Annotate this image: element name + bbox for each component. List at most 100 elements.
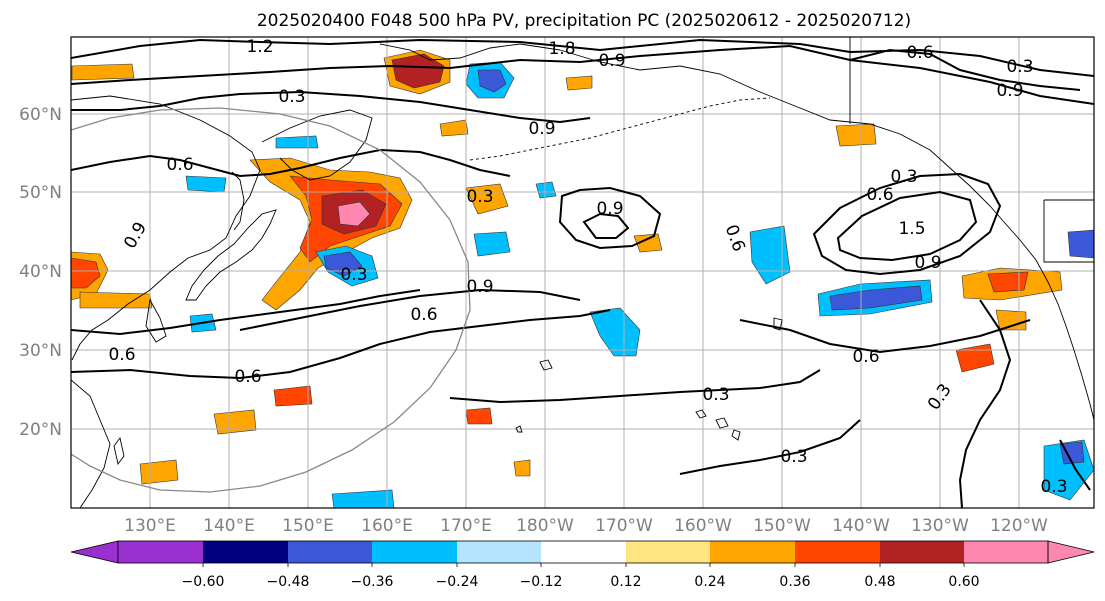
pv-contour-0-6-west	[71, 148, 511, 178]
contour-label: 0.6	[166, 155, 193, 175]
lon-label: 160°E	[361, 516, 413, 536]
pv-contour-0-9-ne	[849, 48, 1081, 91]
colorbar-right-extension	[1047, 540, 1095, 564]
map-panel: 1.2 0.3 0.6 0.9 1.8 0.9 0.9 0.6 0.3 0.9 …	[70, 36, 1095, 509]
positive-anomaly-small-6-core	[987, 271, 1029, 293]
positive-anomaly-small-5	[835, 123, 877, 147]
colorbar-tick-label: −0.36	[351, 574, 394, 590]
contour-label: 0.6	[852, 347, 879, 367]
lon-label: 130°E	[124, 516, 176, 536]
lat-label: 30°N	[19, 341, 62, 361]
lat-label: 40°N	[19, 262, 62, 282]
lon-label: 170°W	[595, 516, 653, 536]
colorbar-segment	[288, 541, 372, 563]
figure-title: 2025020400 F048 500 hPa PV, precipitatio…	[257, 11, 911, 31]
contour-label: 0.9	[528, 119, 555, 139]
longitude-labels: 130°E 140°E 150°E 160°E 170°E 180°W 170°…	[124, 516, 1048, 536]
lon-label: 160°W	[674, 516, 732, 536]
positive-anomaly-nw-corner	[71, 63, 135, 81]
positive-anomaly-small-9	[213, 409, 257, 435]
latitude-labels: 20°N 30°N 40°N 50°N 60°N	[19, 105, 62, 440]
colorbar-segment	[626, 541, 710, 563]
colorbar-tick-marks	[202, 563, 965, 567]
gray-ring	[71, 107, 471, 493]
pv-contour-ne-jet-inner	[836, 190, 978, 262]
pv-contour-0-6-mid	[71, 289, 421, 336]
coastlines	[71, 37, 1094, 508]
negative-anomaly-small-1	[185, 175, 227, 193]
contour-label: 0.6	[906, 43, 933, 63]
pv-contour-east-trough	[958, 299, 1012, 508]
colorbar-segment	[880, 541, 964, 563]
negative-anomaly-small-7	[749, 225, 791, 285]
colorbar-tick-label: −0.12	[520, 574, 563, 590]
pv-contour-0-6-south	[71, 309, 611, 380]
negative-anomaly-ne-pacific-core	[829, 285, 923, 311]
pv-contour-ne-jet-outer	[812, 172, 1002, 276]
colorbar-segment	[457, 541, 541, 563]
negative-anomaly-small-11	[1059, 441, 1085, 465]
pv-contours	[71, 38, 1094, 508]
colorbar: −0.60 −0.48 −0.36 −0.24 −0.12 0.12 0.24 …	[70, 540, 1095, 590]
precipitation-anomaly-fills	[71, 49, 1094, 508]
asia-coast	[71, 95, 261, 361]
lon-label: 120°W	[990, 516, 1048, 536]
positive-anomaly-small-11	[139, 459, 179, 485]
pv-contour-north-2	[71, 44, 1094, 105]
contour-label: 1.5	[898, 219, 925, 239]
contour-label: 0.9	[914, 253, 941, 273]
negative-anomaly-small-9	[331, 489, 395, 508]
positive-anomaly-japan-sea	[79, 291, 153, 309]
taiwan-coast	[113, 436, 125, 466]
lon-label: 140°W	[832, 516, 890, 536]
lat-label: 50°N	[19, 183, 62, 203]
contour-label: 0.3	[1006, 57, 1033, 77]
negative-anomaly-small-6	[589, 307, 641, 357]
negative-anomaly-bering-core	[477, 69, 507, 93]
colorbar-tick-label: −0.48	[267, 574, 310, 590]
positive-anomaly-small-3	[565, 75, 593, 91]
graticule	[71, 37, 1094, 508]
contour-label: 0.3	[278, 87, 305, 107]
pv-contour-0-3-far-east	[1059, 439, 1091, 491]
kamchatka-coast	[261, 109, 373, 181]
colorbar-segment	[710, 541, 795, 563]
alaska-coast	[559, 49, 1005, 223]
pv-contour-north-3	[71, 90, 591, 124]
positive-anomaly-small-10	[273, 385, 313, 407]
contour-label: 0.3	[890, 167, 917, 187]
pv-contour-0-9-loop	[558, 186, 662, 250]
negative-anomaly-small-2	[275, 135, 319, 149]
colorbar-tick-label: 0.60	[948, 574, 979, 590]
colorbar-tick-labels: −0.60 −0.48 −0.36 −0.24 −0.12 0.12 0.24 …	[182, 574, 980, 590]
hawaii-islands	[695, 409, 741, 441]
contour-label: 0.3	[1040, 477, 1067, 497]
contour-label: 1.8	[548, 39, 575, 59]
contour-label: 0.6	[234, 367, 261, 387]
pv-contour-0-9-mid	[239, 288, 581, 331]
colorbar-tick-label: −0.24	[436, 574, 479, 590]
positive-anomaly-peak	[337, 201, 371, 227]
colorbar-tick-label: 0.36	[779, 574, 810, 590]
lon-label: 150°W	[753, 516, 811, 536]
lat-label: 60°N	[19, 105, 62, 125]
pv-contour-0-6-east	[739, 319, 1031, 354]
lon-label: 130°W	[911, 516, 969, 536]
chukotka-coast	[379, 43, 561, 61]
colorbar-segment	[964, 541, 1048, 563]
colorbar-tick-label: −0.60	[182, 574, 225, 590]
positive-anomaly-small-1	[439, 119, 469, 137]
map-frame	[70, 36, 1095, 509]
pv-contour-0-3-south	[449, 369, 821, 404]
north-america-coast	[1003, 221, 1094, 421]
pv-contour-north-1	[71, 38, 1094, 77]
colorbar-frame	[117, 540, 1049, 564]
contour-label: 0.3	[340, 265, 367, 285]
colorbar-tick-label: 0.24	[694, 574, 725, 590]
contour-label: 0.6	[108, 345, 135, 365]
contour-label: 0.3	[780, 447, 807, 467]
contour-label: 1.2	[246, 37, 273, 57]
contour-label: 0.6	[410, 305, 437, 325]
sakhalin-coast	[231, 171, 245, 231]
